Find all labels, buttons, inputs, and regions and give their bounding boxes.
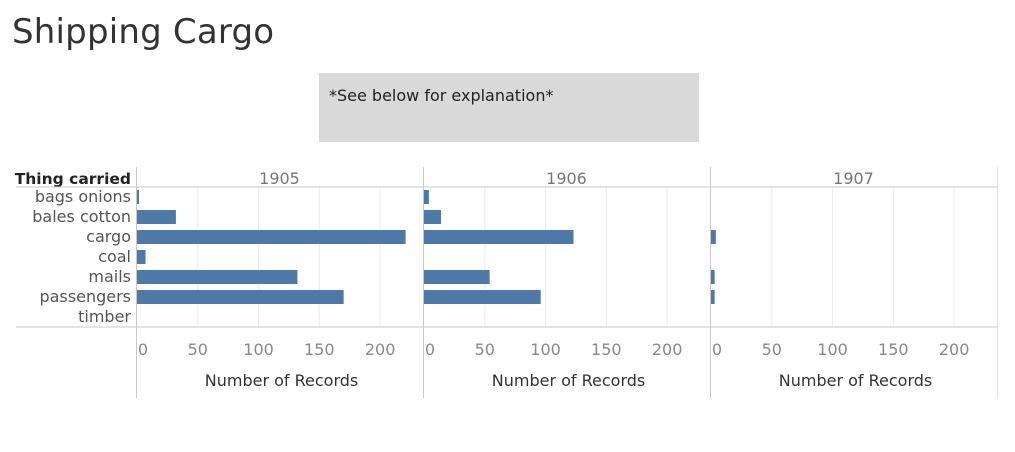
x-tick-label: 100 — [530, 340, 561, 359]
category-label: mails — [88, 267, 131, 286]
x-tick-label: 150 — [878, 340, 909, 359]
category-label: cargo — [86, 227, 131, 246]
x-tick-label: 0 — [425, 340, 435, 359]
panel-header: 1906 — [546, 169, 587, 188]
bar — [137, 230, 406, 244]
bar — [711, 290, 715, 304]
x-axis-label: Number of Records — [492, 371, 645, 390]
category-label: timber — [78, 307, 131, 326]
x-tick-label: 200 — [652, 340, 683, 359]
page-title: Shipping Cargo — [12, 12, 275, 52]
bar — [424, 190, 429, 204]
row-header: Thing carried — [15, 170, 131, 188]
x-tick-label: 100 — [817, 340, 848, 359]
x-tick-label: 100 — [243, 340, 274, 359]
category-label: bags onions — [35, 187, 131, 206]
bar — [137, 210, 176, 224]
x-tick-label: 200 — [939, 340, 970, 359]
bar — [137, 250, 146, 264]
bar — [137, 290, 344, 304]
bar — [424, 230, 574, 244]
panel-header: 1905 — [259, 169, 300, 188]
bar — [424, 210, 442, 224]
x-axis-label: Number of Records — [779, 371, 932, 390]
bar — [137, 190, 139, 204]
panel-header: 1907 — [833, 169, 874, 188]
bar — [137, 270, 298, 284]
bar — [711, 270, 715, 284]
x-tick-label: 50 — [475, 340, 495, 359]
x-tick-label: 200 — [365, 340, 396, 359]
x-tick-label: 0 — [712, 340, 722, 359]
category-label: bales cotton — [32, 207, 131, 226]
x-tick-label: 150 — [591, 340, 622, 359]
bar — [424, 290, 541, 304]
x-tick-label: 150 — [304, 340, 335, 359]
explanation-note: *See below for explanation* — [319, 73, 699, 142]
bar — [711, 230, 716, 244]
x-tick-label: 50 — [188, 340, 208, 359]
x-axis-label: Number of Records — [205, 371, 358, 390]
x-tick-label: 50 — [762, 340, 782, 359]
category-label: passengers — [39, 287, 131, 306]
bar — [424, 270, 490, 284]
x-tick-label: 0 — [138, 340, 148, 359]
category-label: coal — [98, 247, 131, 266]
